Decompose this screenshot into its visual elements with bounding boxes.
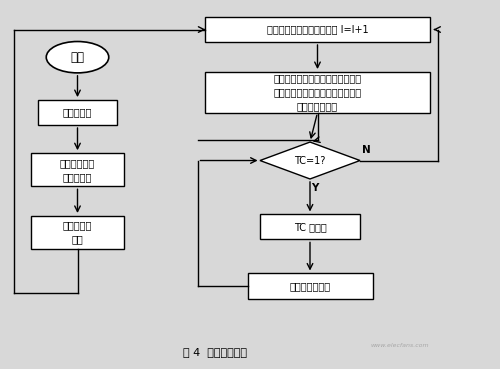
Ellipse shape <box>46 41 109 73</box>
Text: 调占空比子程序: 调占空比子程序 <box>290 281 331 291</box>
Polygon shape <box>260 142 360 179</box>
Text: 确定比较寄存器的值，并令 I=I+1: 确定比较寄存器的值，并令 I=I+1 <box>266 24 368 35</box>
Text: 设置频率参数
及脉冲个数: 设置频率参数 及脉冲个数 <box>60 158 95 182</box>
Bar <box>38 100 117 125</box>
Text: www.elecfans.com: www.elecfans.com <box>370 342 430 348</box>
Text: 调用计算子
程序: 调用计算子 程序 <box>63 220 92 245</box>
Bar <box>205 17 430 42</box>
Text: Y: Y <box>312 183 318 193</box>
Text: 调中断子程序，将所得比较寄存器
的值存入比较寄存器，每达到一次
载波周期，置位: 调中断子程序，将所得比较寄存器 的值存入比较寄存器，每达到一次 载波周期，置位 <box>274 73 362 111</box>
Text: 开始: 开始 <box>70 51 85 64</box>
Text: 系统初始化: 系统初始化 <box>63 107 92 118</box>
Text: N: N <box>362 145 370 155</box>
Bar <box>31 216 124 249</box>
Bar <box>31 153 124 186</box>
Text: 图 4  主程序流程图: 图 4 主程序流程图 <box>183 347 247 358</box>
Bar <box>248 273 372 299</box>
Bar <box>205 72 430 113</box>
Text: TC 位清零: TC 位清零 <box>294 222 326 232</box>
Bar <box>260 214 360 239</box>
Text: TC=1?: TC=1? <box>294 155 326 166</box>
